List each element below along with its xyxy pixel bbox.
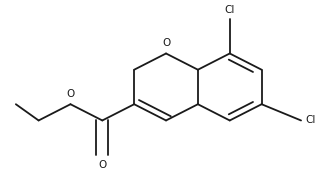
Text: Cl: Cl bbox=[305, 116, 316, 125]
Text: Cl: Cl bbox=[225, 5, 235, 15]
Text: O: O bbox=[162, 38, 170, 48]
Text: O: O bbox=[98, 160, 107, 170]
Text: O: O bbox=[67, 89, 75, 99]
